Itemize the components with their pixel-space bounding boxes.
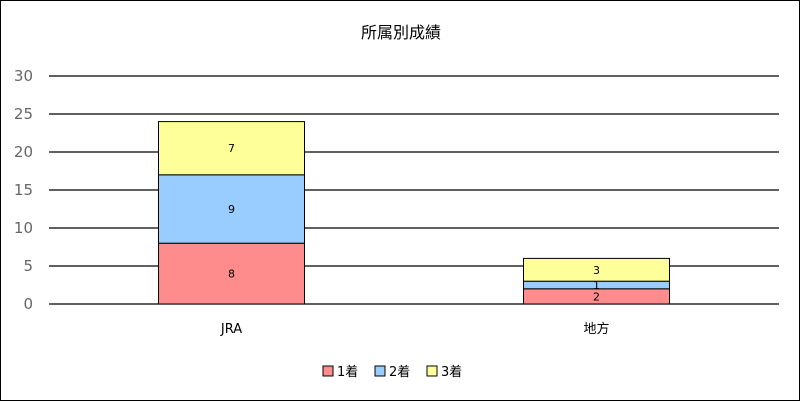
- data-label: 8: [228, 268, 235, 281]
- y-tick-label: 30: [14, 67, 33, 85]
- legend-swatch: [426, 365, 438, 377]
- bar-segment: [158, 242, 305, 305]
- bars: 8 9 7 21 3: [158, 121, 670, 305]
- y-tick-label: 5: [23, 257, 33, 275]
- y-tick-label: 15: [14, 181, 33, 199]
- x-tick-label: JRA: [220, 322, 242, 337]
- bar-segment: [158, 174, 305, 244]
- legend-label: 2着: [389, 364, 410, 380]
- legend: 1着 2着 3着: [322, 364, 462, 380]
- legend-label: 1着: [337, 364, 358, 380]
- chart-title: 所属別成績: [361, 23, 441, 42]
- legend-swatch: [322, 365, 334, 377]
- y-axis-tick-labels: 0 5 10 15 20 25 30: [14, 67, 33, 313]
- x-tick-label: 地方: [583, 321, 609, 337]
- bar-segment: [158, 121, 305, 176]
- data-label: 3: [593, 264, 600, 277]
- y-tick-label: 25: [14, 105, 33, 123]
- legend-label: 3着: [441, 364, 462, 380]
- x-axis-tick-labels: JRA 地方: [220, 321, 610, 337]
- y-tick-label: 10: [14, 219, 33, 237]
- legend-swatch: [374, 365, 386, 377]
- data-label: 9: [228, 203, 235, 216]
- data-label: 7: [228, 142, 235, 155]
- y-tick-label: 0: [23, 295, 33, 313]
- y-tick-label: 20: [14, 143, 33, 161]
- data-label: 1: [593, 279, 600, 292]
- bar-segment: [523, 257, 670, 282]
- data-label: 2: [593, 290, 600, 303]
